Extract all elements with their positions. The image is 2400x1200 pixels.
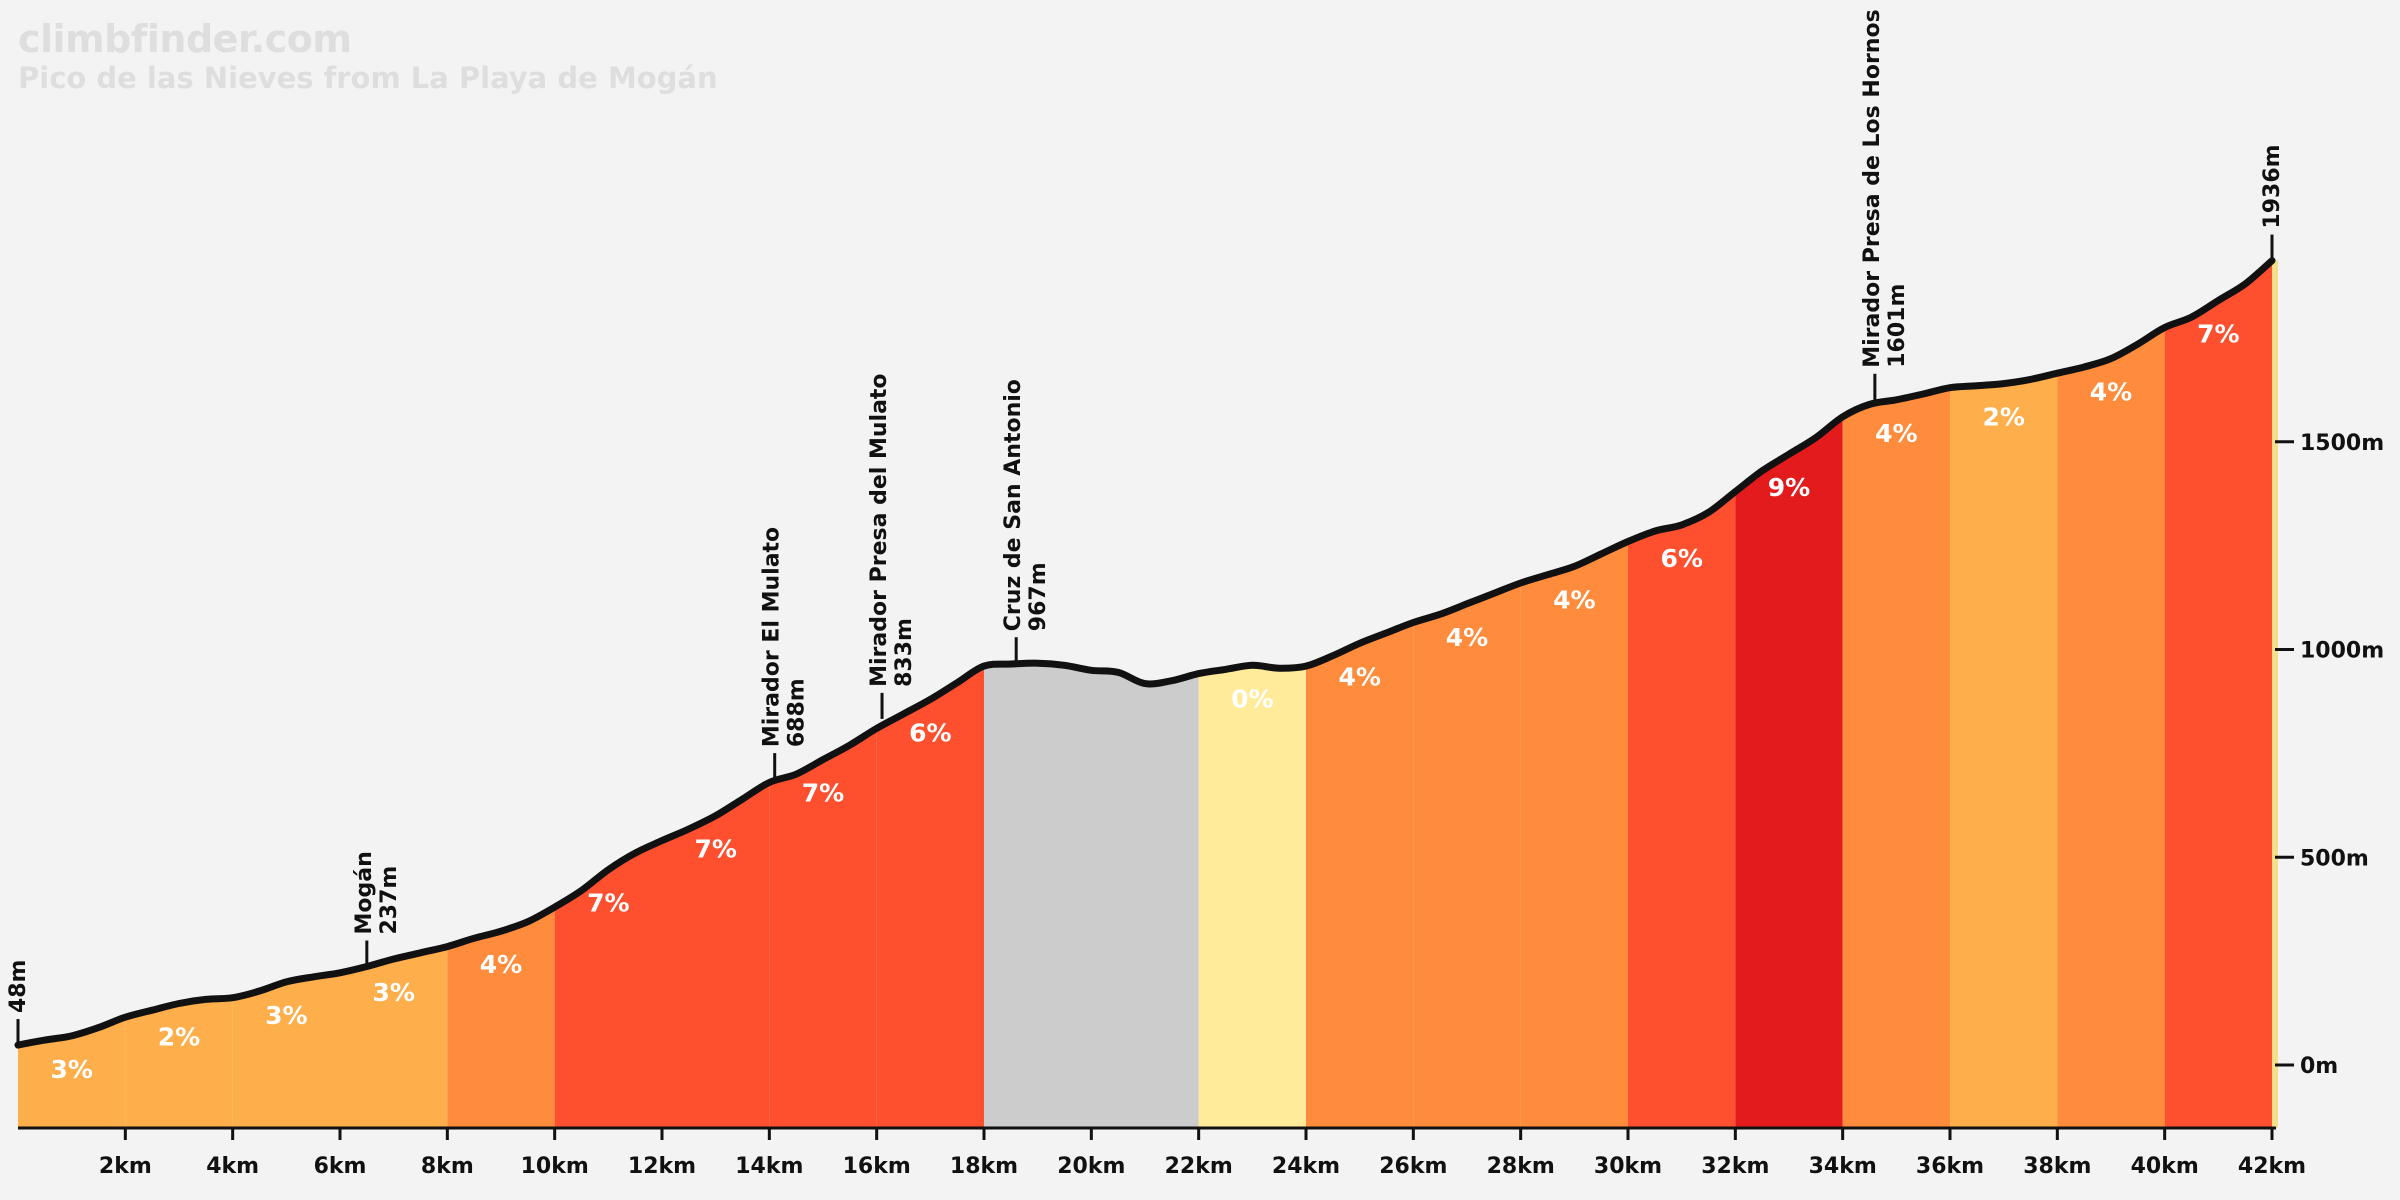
grade-label: 3% (265, 1001, 307, 1030)
grade-segments (18, 260, 2272, 1128)
marker-name: Mirador Presa del Mulato (867, 373, 892, 686)
x-tick-label: 26km (1379, 1154, 1447, 1179)
grade-segment (2057, 260, 2165, 1128)
y-tick-label: 1500m (2300, 431, 2384, 456)
marker-elevation: 967m (1026, 562, 1051, 631)
marker-elevation: 48m (6, 960, 31, 1014)
grade-segment (1413, 260, 1521, 1128)
grade-label: 0% (1231, 684, 1273, 713)
grade-label: 4% (1875, 419, 1917, 448)
marker-label-group: 48m (6, 960, 31, 1014)
x-tick-label: 4km (206, 1154, 259, 1179)
grade-segment (876, 260, 984, 1128)
x-axis: 2km 4km 6km 8km 10km 12km 14km 16km 18km 20km 22km… (18, 1126, 2306, 1179)
grade-segment (1306, 260, 1414, 1128)
marker-label-group: Mogán 237m (352, 851, 402, 934)
grade-segment (1950, 260, 2058, 1128)
grade-segment (1735, 260, 1843, 1128)
x-tick-label: 2km (99, 1154, 152, 1179)
marker-name: Mogán (352, 851, 377, 934)
x-tick-label: 18km (950, 1154, 1018, 1179)
chart-title: Pico de las Nieves from La Playa de Mogá… (18, 60, 718, 95)
grade-label: 7% (2197, 319, 2239, 348)
y-tick-label: 500m (2300, 846, 2369, 871)
grade-label: 4% (480, 950, 522, 979)
axis-strip-bar (2272, 260, 2278, 1128)
profile-outline (14, 257, 2276, 1049)
marker-elevation: 1601m (1885, 284, 1910, 368)
marker-label-group: Mirador El Mulato 688m (760, 527, 810, 747)
grade-segment (662, 260, 770, 1128)
grade-segment (554, 260, 662, 1128)
y-axis: 0m 500m 1000m 1500m (2275, 431, 2384, 1079)
grade-label: 3% (50, 1055, 92, 1084)
chart-header: climbfinder.com Pico de las Nieves from … (18, 17, 718, 95)
grade-segment (2164, 260, 2272, 1128)
grade-label: 6% (909, 718, 951, 747)
x-tick-label: 12km (628, 1154, 696, 1179)
x-tick-label: 22km (1165, 1154, 1233, 1179)
grade-segment (1198, 260, 1306, 1128)
site-brand[interactable]: climbfinder.com (18, 17, 352, 61)
y-tick-label: 1000m (2300, 639, 2384, 664)
grade-segment (125, 260, 233, 1128)
y-tick-label: 0m (2300, 1054, 2338, 1079)
x-tick-label: 28km (1487, 1154, 1555, 1179)
grade-label: 2% (158, 1023, 200, 1052)
x-tick-label: 16km (843, 1154, 911, 1179)
grade-label: 7% (694, 835, 736, 864)
x-tick-label: 10km (521, 1154, 589, 1179)
grade-label: 3% (372, 978, 414, 1007)
marker-elevation: 237m (377, 866, 402, 935)
x-tick-label: 30km (1594, 1154, 1662, 1179)
marker-label-group: 1936m (2260, 144, 2285, 228)
x-tick-label: 20km (1057, 1154, 1125, 1179)
grade-labels: 3% 2% 3% 3% 4% 7% 7% 7% 6% 0% 4% 4% 4% 6% 9% 4% 2% 4% 7% (50, 319, 2239, 1083)
grade-label: 7% (802, 779, 844, 808)
x-tick-label: 38km (2023, 1154, 2091, 1179)
grade-segment (232, 260, 340, 1128)
grade-label: 7% (587, 889, 629, 918)
x-tick-label: 14km (735, 1154, 803, 1179)
marker-label-group: Cruz de San Antonio 967m (1001, 379, 1051, 631)
grade-label: 4% (2090, 378, 2132, 407)
x-tick-label: 34km (1809, 1154, 1877, 1179)
marker-label-group: Mirador Presa del Mulato 833m (867, 373, 917, 686)
grade-segment (769, 260, 877, 1128)
marker-elevation: 1936m (2260, 144, 2285, 228)
grade-label: 2% (1982, 403, 2024, 432)
x-tick-label: 42km (2238, 1154, 2306, 1179)
marker-elevation: 833m (892, 618, 917, 687)
marker-label-group: Mirador Presa de Los Hornos 1601m (1860, 9, 1910, 367)
marker-name: Mirador Presa de Los Hornos (1860, 9, 1885, 367)
grade-label: 4% (1338, 662, 1380, 691)
x-tick-label: 6km (314, 1154, 367, 1179)
x-tick-label: 32km (1701, 1154, 1769, 1179)
grade-segment (1842, 260, 1950, 1128)
grade-label: 4% (1446, 623, 1488, 652)
x-tick-label: 24km (1272, 1154, 1340, 1179)
x-tick-label: 40km (2131, 1154, 2199, 1179)
grade-label: 6% (1660, 544, 1702, 573)
grade-label: 4% (1553, 585, 1595, 614)
x-tick-label: 36km (1916, 1154, 1984, 1179)
axis-strip (2272, 260, 2278, 1128)
grade-label: 9% (1768, 473, 1810, 502)
grade-segment (18, 260, 126, 1128)
marker-name: Mirador El Mulato (760, 527, 785, 747)
x-tick-label: 8km (421, 1154, 474, 1179)
marker-name: Cruz de San Antonio (1001, 379, 1026, 631)
marker-elevation: 688m (785, 678, 810, 747)
profile-line (14, 257, 2276, 1049)
